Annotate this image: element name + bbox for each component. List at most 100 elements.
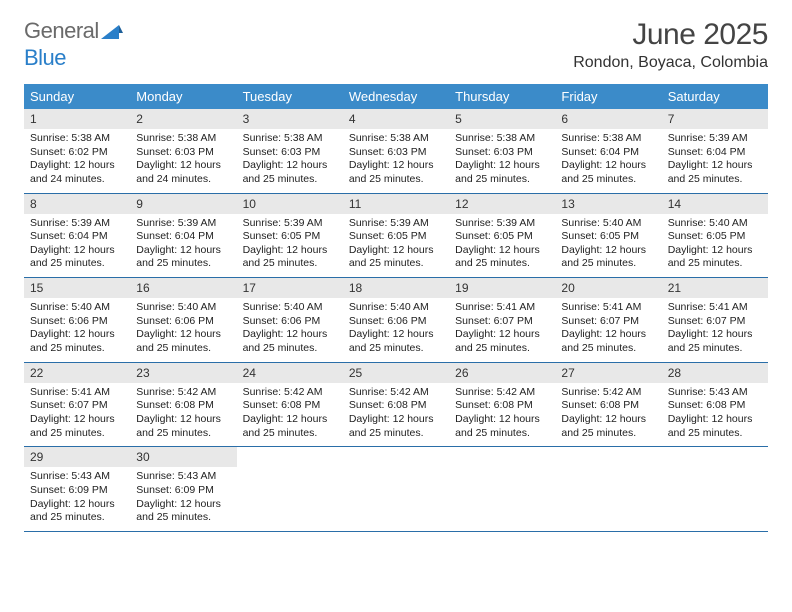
sunset-text: Sunset: 6:06 PM <box>349 315 443 329</box>
sunset-text: Sunset: 6:08 PM <box>561 399 655 413</box>
day-number: 17 <box>237 278 343 298</box>
daylight-text-1: Daylight: 12 hours <box>349 244 443 258</box>
calendar: Sunday Monday Tuesday Wednesday Thursday… <box>24 84 768 532</box>
calendar-cell: 22Sunrise: 5:41 AMSunset: 6:07 PMDayligh… <box>24 363 130 447</box>
daylight-text-2: and 24 minutes. <box>30 173 124 187</box>
sunset-text: Sunset: 6:07 PM <box>561 315 655 329</box>
daylight-text-1: Daylight: 12 hours <box>455 244 549 258</box>
daylight-text-2: and 25 minutes. <box>349 257 443 271</box>
daylight-text-2: and 25 minutes. <box>668 427 762 441</box>
day-info: Sunrise: 5:40 AMSunset: 6:06 PMDaylight:… <box>24 298 130 362</box>
sunset-text: Sunset: 6:04 PM <box>561 146 655 160</box>
sunrise-text: Sunrise: 5:42 AM <box>349 386 443 400</box>
sunset-text: Sunset: 6:05 PM <box>561 230 655 244</box>
day-info: Sunrise: 5:39 AMSunset: 6:04 PMDaylight:… <box>130 214 236 278</box>
daylight-text-2: and 25 minutes. <box>243 173 337 187</box>
daylight-text-1: Daylight: 12 hours <box>136 328 230 342</box>
day-number: 18 <box>343 278 449 298</box>
sunrise-text: Sunrise: 5:39 AM <box>349 217 443 231</box>
day-number: 14 <box>662 194 768 214</box>
logo-word-2: Blue <box>24 45 66 70</box>
sunset-text: Sunset: 6:08 PM <box>668 399 762 413</box>
day-info: Sunrise: 5:41 AMSunset: 6:07 PMDaylight:… <box>24 383 130 447</box>
daylight-text-2: and 25 minutes. <box>30 257 124 271</box>
daylight-text-1: Daylight: 12 hours <box>561 328 655 342</box>
sunset-text: Sunset: 6:03 PM <box>243 146 337 160</box>
daylight-text-2: and 25 minutes. <box>136 257 230 271</box>
calendar-cell: 29Sunrise: 5:43 AMSunset: 6:09 PMDayligh… <box>24 447 130 531</box>
sunrise-text: Sunrise: 5:38 AM <box>243 132 337 146</box>
sunrise-text: Sunrise: 5:39 AM <box>30 217 124 231</box>
daylight-text-2: and 25 minutes. <box>455 342 549 356</box>
day-info: Sunrise: 5:40 AMSunset: 6:06 PMDaylight:… <box>343 298 449 362</box>
daylight-text-2: and 25 minutes. <box>668 342 762 356</box>
daylight-text-1: Daylight: 12 hours <box>243 244 337 258</box>
calendar-cell: 1Sunrise: 5:38 AMSunset: 6:02 PMDaylight… <box>24 109 130 193</box>
title-block: June 2025 Rondon, Boyaca, Colombia <box>573 18 768 72</box>
day-info: Sunrise: 5:42 AMSunset: 6:08 PMDaylight:… <box>130 383 236 447</box>
daylight-text-1: Daylight: 12 hours <box>30 159 124 173</box>
logo: GeneralBlue <box>24 18 123 71</box>
sunset-text: Sunset: 6:03 PM <box>349 146 443 160</box>
daylight-text-2: and 25 minutes. <box>349 427 443 441</box>
weekday-label: Monday <box>130 84 236 109</box>
day-info: Sunrise: 5:41 AMSunset: 6:07 PMDaylight:… <box>555 298 661 362</box>
sunrise-text: Sunrise: 5:42 AM <box>561 386 655 400</box>
calendar-cell: 17Sunrise: 5:40 AMSunset: 6:06 PMDayligh… <box>237 278 343 362</box>
sunset-text: Sunset: 6:09 PM <box>136 484 230 498</box>
sunset-text: Sunset: 6:08 PM <box>349 399 443 413</box>
sunrise-text: Sunrise: 5:40 AM <box>668 217 762 231</box>
day-number: 29 <box>24 447 130 467</box>
daylight-text-1: Daylight: 12 hours <box>136 413 230 427</box>
day-number: 5 <box>449 109 555 129</box>
calendar-week: 22Sunrise: 5:41 AMSunset: 6:07 PMDayligh… <box>24 363 768 448</box>
sunset-text: Sunset: 6:07 PM <box>455 315 549 329</box>
daylight-text-2: and 25 minutes. <box>561 427 655 441</box>
weekday-label: Sunday <box>24 84 130 109</box>
day-info: Sunrise: 5:42 AMSunset: 6:08 PMDaylight:… <box>449 383 555 447</box>
daylight-text-2: and 25 minutes. <box>668 173 762 187</box>
daylight-text-2: and 25 minutes. <box>349 342 443 356</box>
day-info: Sunrise: 5:38 AMSunset: 6:03 PMDaylight:… <box>343 129 449 193</box>
daylight-text-1: Daylight: 12 hours <box>136 244 230 258</box>
day-number: 9 <box>130 194 236 214</box>
day-info: Sunrise: 5:38 AMSunset: 6:03 PMDaylight:… <box>449 129 555 193</box>
daylight-text-2: and 25 minutes. <box>349 173 443 187</box>
day-info: Sunrise: 5:39 AMSunset: 6:04 PMDaylight:… <box>662 129 768 193</box>
daylight-text-1: Daylight: 12 hours <box>30 328 124 342</box>
daylight-text-1: Daylight: 12 hours <box>349 328 443 342</box>
weekday-label: Friday <box>555 84 661 109</box>
daylight-text-1: Daylight: 12 hours <box>561 413 655 427</box>
calendar-cell <box>237 447 343 531</box>
sunset-text: Sunset: 6:05 PM <box>349 230 443 244</box>
day-info: Sunrise: 5:40 AMSunset: 6:06 PMDaylight:… <box>237 298 343 362</box>
daylight-text-1: Daylight: 12 hours <box>455 413 549 427</box>
daylight-text-2: and 25 minutes. <box>30 511 124 525</box>
daylight-text-1: Daylight: 12 hours <box>30 244 124 258</box>
calendar-cell: 11Sunrise: 5:39 AMSunset: 6:05 PMDayligh… <box>343 194 449 278</box>
sunrise-text: Sunrise: 5:41 AM <box>561 301 655 315</box>
calendar-cell: 6Sunrise: 5:38 AMSunset: 6:04 PMDaylight… <box>555 109 661 193</box>
sunrise-text: Sunrise: 5:40 AM <box>349 301 443 315</box>
day-info: Sunrise: 5:39 AMSunset: 6:05 PMDaylight:… <box>343 214 449 278</box>
calendar-cell: 3Sunrise: 5:38 AMSunset: 6:03 PMDaylight… <box>237 109 343 193</box>
sunset-text: Sunset: 6:04 PM <box>30 230 124 244</box>
calendar-cell: 13Sunrise: 5:40 AMSunset: 6:05 PMDayligh… <box>555 194 661 278</box>
day-info: Sunrise: 5:40 AMSunset: 6:06 PMDaylight:… <box>130 298 236 362</box>
sunrise-text: Sunrise: 5:43 AM <box>668 386 762 400</box>
daylight-text-2: and 25 minutes. <box>455 257 549 271</box>
daylight-text-1: Daylight: 12 hours <box>455 328 549 342</box>
daylight-text-1: Daylight: 12 hours <box>243 413 337 427</box>
day-info: Sunrise: 5:43 AMSunset: 6:09 PMDaylight:… <box>130 467 236 531</box>
sunset-text: Sunset: 6:08 PM <box>136 399 230 413</box>
day-number: 23 <box>130 363 236 383</box>
sunset-text: Sunset: 6:06 PM <box>136 315 230 329</box>
calendar-cell: 24Sunrise: 5:42 AMSunset: 6:08 PMDayligh… <box>237 363 343 447</box>
day-info: Sunrise: 5:42 AMSunset: 6:08 PMDaylight:… <box>555 383 661 447</box>
sunrise-text: Sunrise: 5:38 AM <box>349 132 443 146</box>
logo-text: GeneralBlue <box>24 18 123 71</box>
sunset-text: Sunset: 6:07 PM <box>668 315 762 329</box>
weekday-label: Wednesday <box>343 84 449 109</box>
calendar-cell: 25Sunrise: 5:42 AMSunset: 6:08 PMDayligh… <box>343 363 449 447</box>
header: GeneralBlue June 2025 Rondon, Boyaca, Co… <box>24 18 768 72</box>
